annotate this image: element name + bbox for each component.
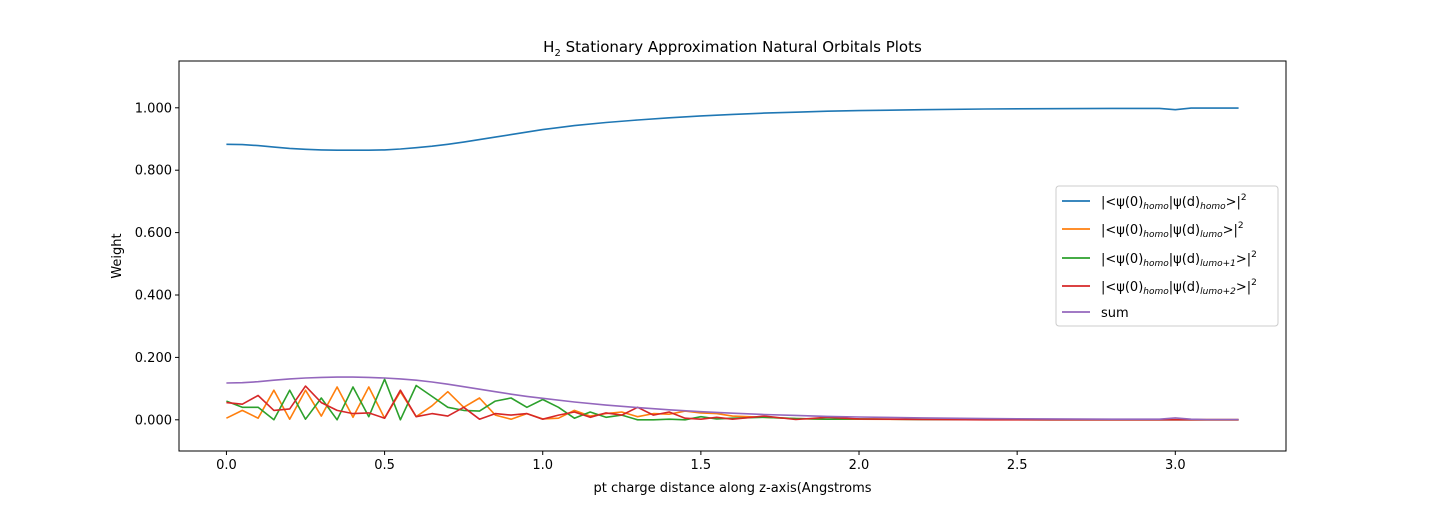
y-tick-label: 0.800: [135, 164, 172, 179]
series-layer: [226, 107, 1239, 421]
x-tick-label: 1.5: [691, 458, 712, 473]
series-line-sum: [226, 376, 1239, 421]
x-tick-label: 1.0: [532, 458, 553, 473]
x-tick-label: 2.0: [849, 458, 870, 473]
legend-label-homo-lumo: |<ψ(0)homo|ψ(d)lumo>|2: [1101, 221, 1244, 240]
y-axis-ticks: 0.000 0.200 0.400 0.600 0.800 1.000: [135, 101, 179, 428]
legend-label-sum: sum: [1101, 306, 1129, 321]
legend-box: [1055, 185, 1279, 327]
title-pre: H: [543, 38, 554, 56]
series-line-homo-lumo+2: [226, 385, 1239, 421]
series-line-homo-homo: [226, 107, 1239, 151]
y-tick-label: 1.000: [135, 101, 172, 116]
x-axis-label: pt charge distance along z-axis(Angstrom…: [593, 481, 871, 496]
x-tick-label: 0.0: [216, 458, 237, 473]
title-subscript: 2: [554, 48, 560, 59]
x-tick-label: 2.5: [1007, 458, 1028, 473]
series-line-homo-lumo+1: [226, 378, 1239, 421]
y-tick-label: 0.200: [135, 351, 172, 366]
y-tick-label: 0.600: [135, 226, 172, 241]
chart-title: H2 Stationary Approximation Natural Orbi…: [543, 38, 922, 59]
x-tick-label: 0.5: [374, 458, 395, 473]
title-post: Stationary Approximation Natural Orbital…: [561, 38, 922, 56]
legend-label-homo-lumo+2: |<ψ(0)homo|ψ(d)lumo+2>|2: [1101, 278, 1257, 297]
x-tick-label: 3.0: [1165, 458, 1186, 473]
plot-frame: [178, 60, 1287, 452]
x-axis-ticks: 0.0 0.5 1.0 1.5 2.0 2.5 3.0: [216, 451, 1186, 473]
legend-label-homo-lumo+1: |<ψ(0)homo|ψ(d)lumo+1>|2: [1101, 250, 1257, 269]
y-tick-label: 0.000: [135, 413, 172, 428]
legend: |<ψ(0)homo|ψ(d)homo>|2 |<ψ(0)homo|ψ(d)lum…: [1055, 185, 1279, 327]
legend-label-homo-homo: |<ψ(0)homo|ψ(d)homo>|2: [1101, 193, 1247, 212]
y-axis-label: Weight: [110, 233, 125, 278]
y-tick-label: 0.400: [135, 289, 172, 304]
